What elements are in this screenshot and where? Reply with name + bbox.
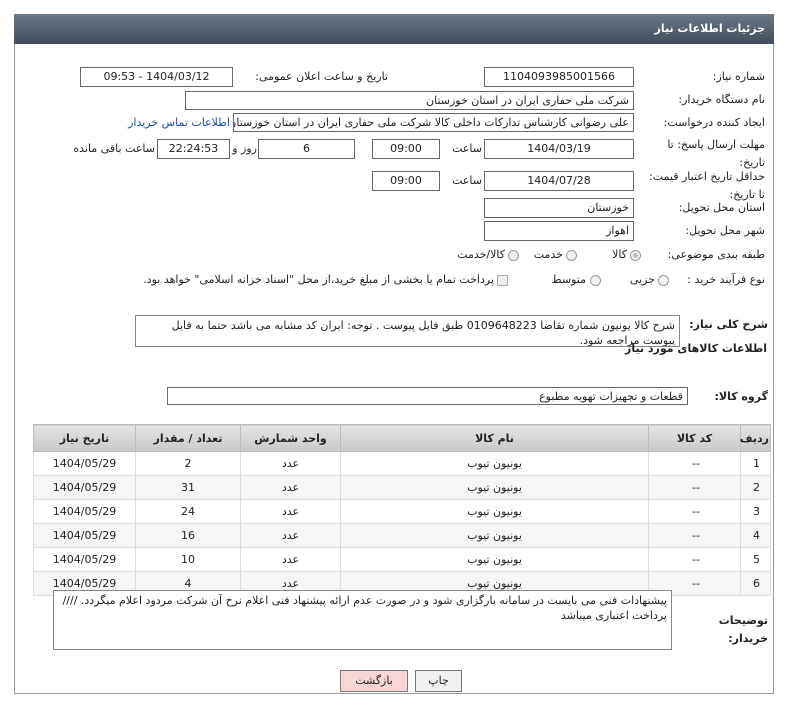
deadline-date: 1404/03/19 [484,139,634,159]
cell: یونیون تیوب [340,499,649,524]
radio-medium[interactable] [590,275,601,286]
cell: 1404/05/29 [33,523,136,548]
column-header: کد کالا [648,424,741,452]
radio-service[interactable] [566,250,577,261]
cell: 2 [135,451,241,476]
cell: -- [648,547,741,572]
days: 6 [258,139,355,159]
table-row: 3 -- یونیون تیوب عدد 24 1404/05/29 [33,499,771,524]
checkbox-label: پرداخت تمام یا بخشی از مبلغ خرید،از محل … [143,273,494,286]
need-number: 1104093985001566 [484,67,634,87]
label: ساعت [452,174,482,187]
label: نام دستگاه خریدار: [678,93,765,106]
cell: 16 [135,523,241,548]
column-header: نام کالا [340,424,649,452]
label: نوع فرآیند خرید : [687,273,765,286]
label: شماره نیاز: [712,70,765,83]
cell: یونیون تیوب [340,451,649,476]
column-header: تاریخ نیاز [33,424,136,452]
contact-link[interactable]: اطلاعات تماس خریدار [128,116,230,129]
label: ایجاد کننده درخواست: [663,116,765,129]
column-header: ردیف [740,424,771,452]
table-row: 1 -- یونیون تیوب عدد 2 1404/05/29 [33,451,771,476]
buyer-name: شرکت ملی حفاری ایران در استان خوزستان [185,91,634,110]
cell: 24 [135,499,241,524]
label: استان محل تحویل: [678,201,765,214]
cell: -- [648,475,741,500]
section-title: اطلاعات کالاهای مورد نیاز [625,342,767,355]
print-button[interactable]: چاپ [415,670,462,692]
table-row: 2 -- یونیون تیوب عدد 31 1404/05/29 [33,475,771,500]
cell: 4 [740,523,771,548]
label: طبقه بندی موضوعی: [667,248,765,261]
cell: یونیون تیوب [340,547,649,572]
header-title: جزئیات اطلاعات نیاز [654,22,766,35]
header-bar [14,14,774,44]
cell: -- [648,523,741,548]
cell: 2 [740,475,771,500]
announce-date: 1404/03/12 - 09:53 [80,67,233,87]
table-row: 4 -- یونیون تیوب عدد 16 1404/05/29 [33,523,771,548]
label: ساعت باقی مانده [73,142,155,155]
radio-goods-service[interactable] [508,250,519,261]
label: ساعت [452,142,482,155]
label: شهر محل تحویل: [685,224,765,237]
radio-goods[interactable] [630,250,641,261]
cell: عدد [240,475,341,500]
option: کالا [612,248,627,261]
cell: 10 [135,547,241,572]
city: اهواز [484,221,634,241]
cell: -- [648,499,741,524]
validity-date: 1404/07/28 [484,171,634,191]
label: روز و [232,142,257,155]
cell: یونیون تیوب [340,475,649,500]
cell: یونیون تیوب [340,523,649,548]
cell: 1404/05/29 [33,547,136,572]
option: کالا/خدمت [457,248,505,261]
cell: عدد [240,451,341,476]
cell: 1404/05/29 [33,499,136,524]
radio-minor[interactable] [658,275,669,286]
treasury-checkbox[interactable] [497,275,508,286]
option: خدمت [533,248,563,261]
label: حداقل تاریخ اعتبار قیمت: تا تاریخ: [649,170,765,201]
label: گروه کالا: [714,390,768,403]
goods-group: قطعات و تجهیزات تهویه مطبوع [167,387,688,405]
cell: عدد [240,523,341,548]
label: توضیحات خریدار: [718,614,768,645]
remaining: 22:24:53 [157,139,230,159]
cell: 1404/05/29 [33,451,136,476]
column-header: واحد شمارش [240,424,341,452]
cell: 6 [740,571,771,596]
column-header: تعداد / مقدار [135,424,241,452]
table-row: 5 -- یونیون تیوب عدد 10 1404/05/29 [33,547,771,572]
cell: 3 [740,499,771,524]
cell: 1404/05/29 [33,475,136,500]
cell: -- [648,451,741,476]
back-button[interactable]: بازگشت [340,670,408,692]
cell: 5 [740,547,771,572]
cell: عدد [240,499,341,524]
label: شرح کلی نیاز: [689,318,768,331]
cell: 31 [135,475,241,500]
option: جزیی [629,273,655,286]
province: خوزستان [484,198,634,218]
buyer-notes: پیشنهادات فنی می بایست در سامانه بارگزار… [53,590,672,650]
label: مهلت ارسال پاسخ: تا تاریخ: [667,138,765,169]
description: شرح کالا یونیون شماره تقاضا 0109648223 ط… [135,315,680,347]
option: متوسط [551,273,586,286]
cell: عدد [240,547,341,572]
deadline-time: 09:00 [372,139,440,159]
cell: 1 [740,451,771,476]
validity-time: 09:00 [372,171,440,191]
creator: علی رضوانی کارشناس تدارکات داخلی کالا شر… [233,113,634,132]
label: تاریخ و ساعت اعلان عمومی: [255,70,388,83]
items-table: ردیف کد کالا نام کالا واحد شمارش تعداد / مقد… [33,424,771,596]
